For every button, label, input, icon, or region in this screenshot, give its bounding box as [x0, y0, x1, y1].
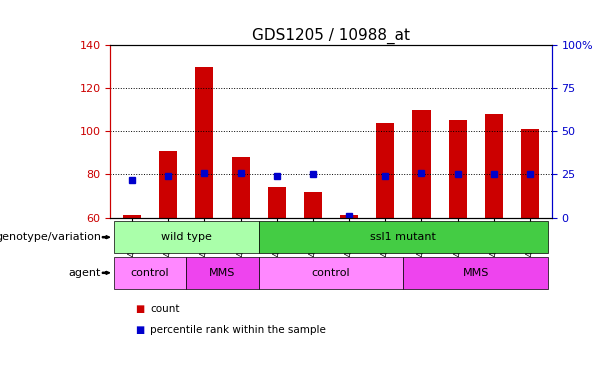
Text: control: control	[131, 268, 169, 278]
Bar	[123, 215, 141, 217]
Bar	[304, 192, 322, 217]
Text: ■: ■	[135, 325, 144, 335]
Text: genotype/variation: genotype/variation	[0, 232, 101, 242]
Bar	[159, 151, 177, 217]
Text: percentile rank within the sample: percentile rank within the sample	[150, 325, 326, 335]
Bar	[485, 114, 503, 218]
Bar	[449, 120, 466, 218]
Bar	[340, 215, 358, 217]
Bar	[268, 187, 286, 218]
Text: agent: agent	[69, 268, 101, 278]
Text: MMS: MMS	[463, 268, 489, 278]
Text: control: control	[311, 268, 351, 278]
Bar	[521, 129, 539, 218]
Title: GDS1205 / 10988_at: GDS1205 / 10988_at	[252, 27, 410, 44]
Bar	[376, 123, 394, 218]
Text: MMS: MMS	[209, 268, 235, 278]
Text: wild type: wild type	[161, 232, 211, 242]
Text: ■: ■	[135, 304, 144, 314]
Text: ssl1 mutant: ssl1 mutant	[370, 232, 436, 242]
Bar	[196, 67, 213, 218]
Bar	[232, 157, 249, 218]
Text: count: count	[150, 304, 180, 314]
Bar	[413, 110, 430, 218]
